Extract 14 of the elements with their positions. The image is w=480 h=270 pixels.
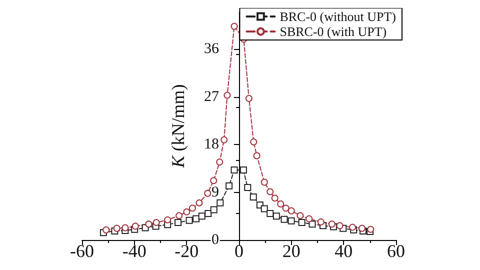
x-tick-label: 0 bbox=[234, 241, 244, 261]
y-tick-label: 36 bbox=[204, 41, 220, 58]
legend-label: BRC-0 (without UPT) bbox=[280, 9, 396, 24]
x-tick-label: 40 bbox=[334, 241, 353, 261]
y-tick-label: 27 bbox=[204, 88, 220, 105]
legend-label: SBRC-0 (with UPT) bbox=[280, 24, 387, 39]
x-tick-label: -20 bbox=[174, 241, 199, 261]
x-tick-label: -60 bbox=[70, 241, 94, 261]
x-tick-label: -40 bbox=[122, 241, 146, 261]
x-tick-label: 60 bbox=[387, 241, 405, 261]
y-tick-label: 18 bbox=[204, 136, 219, 153]
y-axis-title: K (kN/mm) bbox=[168, 84, 188, 169]
y-tick-label: 9 bbox=[212, 184, 219, 200]
x-tick-label: 20 bbox=[282, 241, 300, 261]
